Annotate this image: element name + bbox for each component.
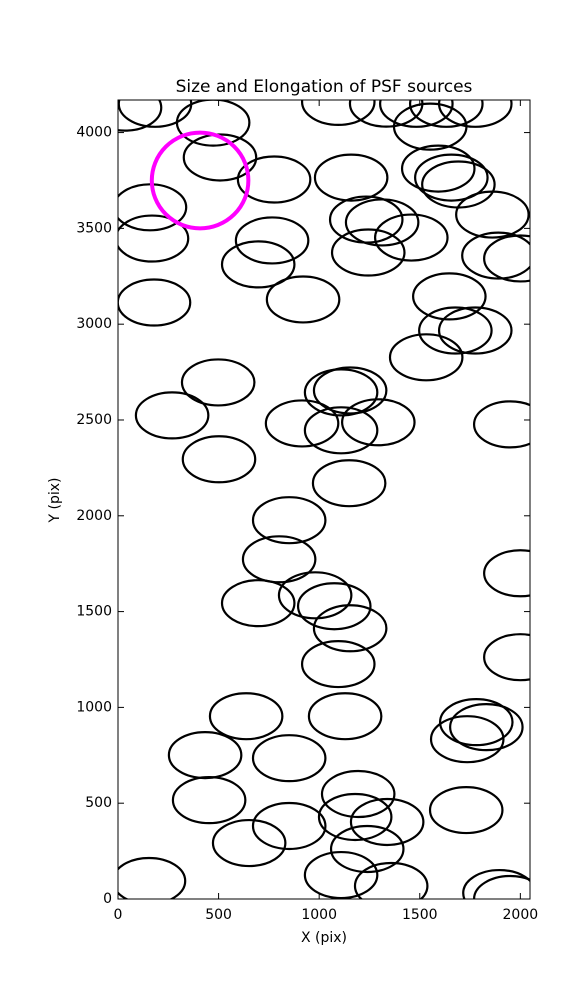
psf-source xyxy=(437,306,513,355)
psf-source xyxy=(429,715,505,764)
psf-source xyxy=(349,797,425,847)
psf-source xyxy=(303,406,379,455)
psf-source xyxy=(341,398,416,447)
y-tick-label: 3000 xyxy=(76,316,112,332)
plot-area xyxy=(118,100,530,899)
psf-source xyxy=(265,275,341,324)
x-tick-label: 2000 xyxy=(503,907,539,923)
x-axis-label: X (pix) xyxy=(301,930,347,946)
psf-source xyxy=(118,856,187,899)
highlight-circle xyxy=(149,130,251,231)
psf-source xyxy=(412,272,487,321)
psf-source xyxy=(251,734,327,783)
psf-source xyxy=(438,698,514,747)
psf-source xyxy=(353,861,429,899)
psf-source xyxy=(296,582,372,631)
y-tick-label: 2000 xyxy=(76,508,112,524)
psf-source xyxy=(211,818,287,868)
psf-source xyxy=(330,228,406,277)
psf-source xyxy=(118,278,192,327)
psf-source xyxy=(313,153,389,202)
psf-source xyxy=(171,776,247,825)
y-tick-label: 1500 xyxy=(76,604,112,620)
psf-source xyxy=(234,216,310,265)
psf-source xyxy=(373,213,449,262)
y-axis-label: Y (pix) xyxy=(47,478,63,524)
psf-source xyxy=(329,824,405,874)
psf-source xyxy=(251,801,327,851)
psf-source xyxy=(241,535,317,584)
psf-source xyxy=(379,100,454,128)
psf-source xyxy=(483,633,530,682)
psf-source xyxy=(483,234,530,283)
psf-source xyxy=(388,333,464,382)
psf-source xyxy=(320,769,396,819)
psf-source xyxy=(175,100,251,147)
psf-source xyxy=(418,306,493,355)
psf-source xyxy=(472,874,530,899)
psf-source xyxy=(344,198,420,247)
psf-source xyxy=(455,190,530,239)
psf-source xyxy=(118,100,163,132)
psf-source xyxy=(462,868,530,899)
y-tick-label: 3500 xyxy=(76,220,112,236)
psf-source xyxy=(472,400,530,449)
y-tick-label: 500 xyxy=(85,795,112,811)
psf-source xyxy=(461,231,530,280)
psf-source xyxy=(181,435,257,484)
x-tick-label: 1000 xyxy=(301,907,337,923)
psf-source xyxy=(220,240,296,289)
psf-source xyxy=(220,579,296,628)
psf-source xyxy=(312,604,388,653)
psf-source xyxy=(264,399,340,448)
psf-source xyxy=(118,214,190,263)
psf-source xyxy=(437,100,513,128)
psf-source xyxy=(277,571,353,620)
psf-source xyxy=(180,358,256,407)
psf-source xyxy=(251,496,327,545)
psf-source xyxy=(303,368,379,417)
psf-source xyxy=(312,366,388,415)
x-tick-label: 1500 xyxy=(402,907,438,923)
psf-source xyxy=(307,692,383,741)
psf-source xyxy=(409,100,484,128)
plot-frame xyxy=(117,99,531,900)
psf-source xyxy=(428,786,504,835)
psf-source xyxy=(449,703,524,752)
psf-source xyxy=(400,144,476,193)
psf-source xyxy=(208,692,284,741)
psf-source xyxy=(300,639,376,689)
x-tick-label: 0 xyxy=(114,907,123,923)
psf-source xyxy=(483,549,530,598)
y-tick-label: 2500 xyxy=(76,412,112,428)
chart-title: Size and Elongation of PSF sources xyxy=(176,77,473,97)
psf-source xyxy=(414,153,489,202)
y-tick-label: 4000 xyxy=(76,125,112,141)
y-tick-label: 0 xyxy=(103,891,112,907)
psf-source xyxy=(303,850,379,899)
psf-source xyxy=(134,391,210,440)
y-tick-label: 1000 xyxy=(76,699,112,715)
x-tick-label: 500 xyxy=(205,907,232,923)
psf-source xyxy=(236,155,312,204)
psf-source xyxy=(317,792,393,842)
psf-source xyxy=(300,100,376,127)
psf-source xyxy=(311,459,387,508)
